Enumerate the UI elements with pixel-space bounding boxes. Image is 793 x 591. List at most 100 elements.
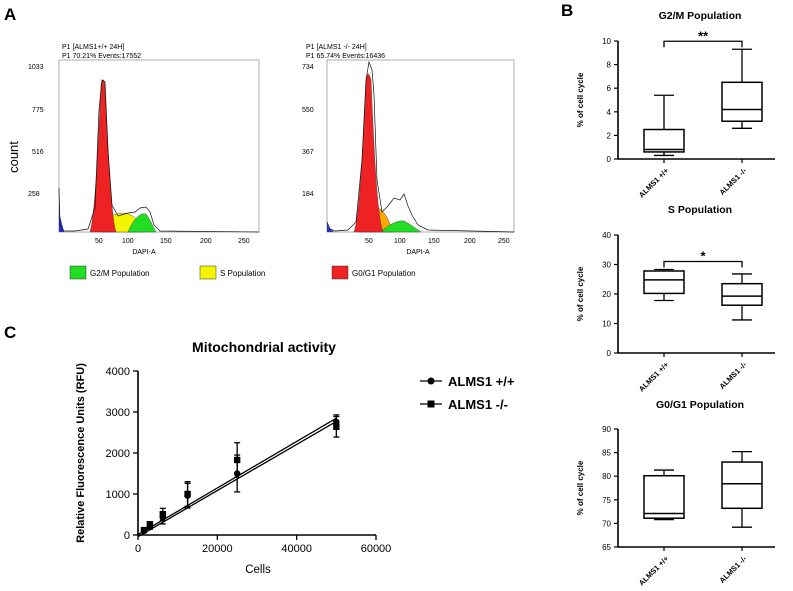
flow-right-frame bbox=[326, 59, 515, 233]
flow-histogram-left: P1 [ALMS1+/+ 24H] P1 70.21% Events:17552… bbox=[28, 44, 260, 256]
scatter-ylabel: Relative Fluorescence Units (RFU) bbox=[75, 363, 87, 543]
flow-left-g1-area bbox=[89, 79, 117, 233]
box-0 bbox=[643, 268, 685, 302]
flow-right-xtick: 100 bbox=[394, 238, 406, 245]
box-plot-tick-label: 10 bbox=[602, 37, 611, 46]
box-plot-category-label: ALMS1 -/- bbox=[718, 554, 749, 585]
flow-right-xtick: 50 bbox=[365, 238, 373, 245]
flow-right-envelope bbox=[326, 60, 515, 233]
legend-label-s: S Population bbox=[220, 269, 265, 278]
scatter-y-tick-label: 3000 bbox=[106, 407, 130, 419]
box-plot-tick-label: 65 bbox=[602, 543, 611, 552]
flow-left-ytick: 775 bbox=[32, 107, 44, 114]
scatter-y-tick-label: 4000 bbox=[106, 366, 130, 378]
box-0 bbox=[643, 469, 685, 521]
box-plot-1: S Population % of cell cycle 0 10 20 30 40 ALMS… bbox=[576, 204, 775, 394]
box-plot-2: G0/G1 Population % of cell cycle 65 70 75 80 8… bbox=[576, 399, 775, 588]
flow-right-header-1: P1 [ALMS1 -/- 24H] bbox=[306, 44, 367, 51]
box-plot-tick-label: 10 bbox=[602, 320, 611, 329]
box-plot-category-label: ALMS1 -/- bbox=[718, 166, 749, 197]
flow-right-xtick: 200 bbox=[464, 238, 476, 245]
flow-right-debris bbox=[327, 222, 334, 232]
significance-stars: * bbox=[700, 249, 706, 264]
scatter-x-tick-label: 40000 bbox=[281, 543, 312, 555]
box-1 bbox=[721, 273, 763, 321]
scatter-xlabel: Cells bbox=[245, 564, 271, 576]
data-point-square bbox=[159, 511, 166, 518]
box-plot-ylabel: % of cell cycle bbox=[576, 460, 585, 515]
scatter-y-tick-label: 1000 bbox=[106, 489, 130, 501]
flow-left-ytick: 258 bbox=[28, 191, 40, 198]
flow-right-ytick: 184 bbox=[302, 191, 314, 198]
flow-right-ytick: 734 bbox=[302, 64, 314, 71]
box-plot-tick-label: 8 bbox=[607, 61, 612, 70]
box-plot-tick-label: 4 bbox=[607, 108, 612, 117]
legend-swatch-g1 bbox=[331, 265, 349, 280]
box-plot-title: S Population bbox=[668, 204, 732, 216]
series-1 bbox=[137, 415, 340, 538]
scatter-y-tick-label: 2000 bbox=[106, 448, 130, 460]
box-iqr bbox=[721, 461, 763, 510]
flow-right-xlabel: DAPI-A bbox=[406, 249, 430, 256]
flow-left-xtick: 100 bbox=[122, 238, 134, 245]
scatter-legend: ALMS1 +/+ ALMS1 -/- bbox=[420, 374, 515, 412]
flow-right-ytick: 550 bbox=[302, 107, 314, 114]
flow-panel: count P1 [ALMS1+/+ 24H] P1 70.21% Events… bbox=[6, 44, 515, 280]
box-plot-tick-label: 30 bbox=[602, 261, 611, 270]
box-plot-tick-label: 0 bbox=[607, 155, 612, 164]
box-plot-title: G2/M Population bbox=[659, 10, 742, 22]
data-point-square bbox=[140, 526, 148, 534]
flow-left-debris bbox=[59, 188, 64, 232]
scatter-title: Mitochondrial activity bbox=[192, 339, 336, 355]
box-plot-0: G2/M Population % of cell cycle 0 2 4 6 8 10 ALM… bbox=[576, 10, 775, 200]
box-plot-ylabel: % of cell cycle bbox=[576, 72, 585, 127]
flow-left-envelope bbox=[58, 79, 260, 233]
legend-label-g2m: G2/M Population bbox=[90, 269, 150, 278]
flow-right-g1-area bbox=[353, 73, 384, 233]
panel-label-b: B bbox=[561, 1, 573, 20]
box-plot-ylabel: % of cell cycle bbox=[576, 266, 585, 321]
flow-left-xtick: 250 bbox=[238, 238, 250, 245]
scatter-x-tick-label: 20000 bbox=[202, 543, 233, 555]
flow-legend: G2/M Population S Population G0/G1 Popul… bbox=[69, 265, 416, 280]
flow-left-header-1: P1 [ALMS1+/+ 24H] bbox=[62, 44, 124, 51]
data-point-square bbox=[233, 456, 241, 464]
panel-label-c: C bbox=[4, 323, 16, 342]
flow-histogram-right: P1 [ALMS1 -/- 24H] P1 65.74% Events:1643… bbox=[302, 44, 515, 256]
significance-bracket bbox=[663, 40, 743, 48]
legend-swatch-s bbox=[199, 265, 217, 280]
flow-left-header-2: P1 70.21% Events:17552 bbox=[62, 53, 141, 60]
box-plot-tick-label: 85 bbox=[602, 449, 611, 458]
flow-right-header-2: P1 65.74% Events:16436 bbox=[306, 53, 385, 60]
data-point-square bbox=[333, 423, 340, 430]
box-iqr bbox=[721, 81, 763, 122]
legend-marker-circle bbox=[427, 377, 435, 385]
flow-left-ytick: 1033 bbox=[28, 64, 44, 71]
flow-left-g2m-area bbox=[127, 213, 157, 233]
legend-label-g1: G0/G1 Population bbox=[352, 269, 416, 278]
box-plots: G2/M Population % of cell cycle 0 2 4 6 8 10 ALM… bbox=[576, 10, 775, 588]
legend-label: ALMS1 -/- bbox=[448, 397, 508, 412]
box-iqr bbox=[643, 474, 685, 519]
data-point-square bbox=[146, 521, 154, 528]
box-0 bbox=[643, 94, 685, 157]
mitochondrial-chart: Mitochondrial activity Relative Fluoresce… bbox=[75, 339, 515, 576]
flow-right-g2m-area bbox=[379, 220, 422, 233]
significance-bracket bbox=[663, 260, 743, 268]
flow-left-xtick: 150 bbox=[160, 238, 172, 245]
box-plot-category-label: ALMS1 +/+ bbox=[637, 166, 671, 200]
scatter-x-tick-label: 0 bbox=[135, 543, 141, 555]
box-plot-category-label: ALMS1 +/+ bbox=[637, 360, 671, 394]
significance-stars: ** bbox=[698, 28, 709, 43]
flow-left-xtick: 50 bbox=[95, 238, 103, 245]
data-point-square bbox=[184, 490, 191, 498]
flow-left-frame bbox=[58, 59, 260, 233]
box-plot-tick-label: 20 bbox=[602, 290, 611, 299]
legend-marker-square bbox=[427, 400, 435, 408]
box-plot-tick-label: 2 bbox=[607, 131, 612, 140]
legend-label: ALMS1 +/+ bbox=[448, 374, 515, 389]
scatter-x-tick-label: 60000 bbox=[361, 543, 392, 555]
box-plot-tick-label: 90 bbox=[602, 425, 611, 434]
box-iqr bbox=[721, 282, 763, 306]
